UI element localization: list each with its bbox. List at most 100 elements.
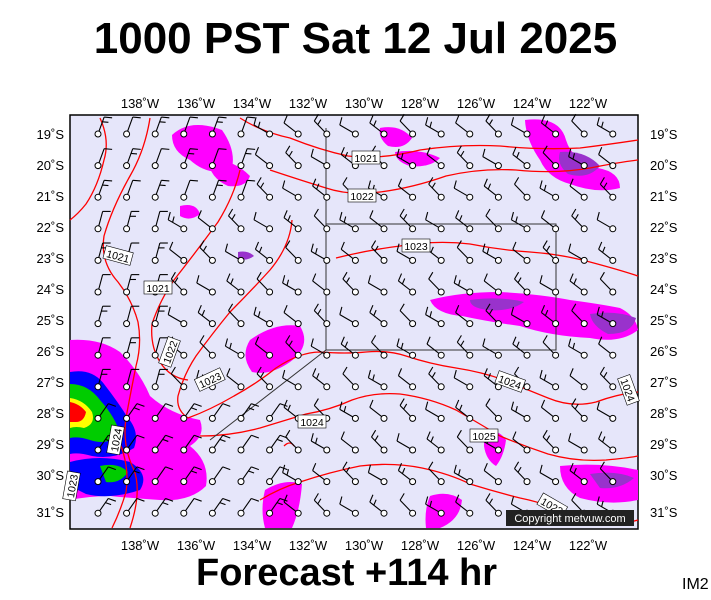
latitude-label: 23˚S (650, 251, 678, 266)
wind-barb (313, 208, 331, 233)
wind-barb (569, 273, 588, 296)
wind-barb (426, 431, 445, 454)
svg-text:1021: 1021 (146, 283, 170, 295)
wind-barb (396, 433, 417, 454)
wind-barb (283, 304, 302, 328)
wind-barb (371, 240, 388, 264)
wind-barb (282, 180, 302, 201)
wind-barb (94, 116, 113, 138)
latitude-label: 22˚S (37, 220, 65, 235)
wind-barb (342, 461, 359, 486)
wind-barb (180, 179, 198, 201)
wind-barb (339, 401, 359, 422)
wind-barb (283, 115, 302, 138)
wind-barb (455, 210, 474, 233)
wind-barb (237, 403, 260, 422)
wind-barb (151, 210, 168, 233)
wind-barb (94, 274, 111, 296)
wind-barb (514, 271, 531, 296)
wind-barb (426, 146, 445, 170)
latitude-label: 31˚S (650, 505, 678, 520)
wind-barb (342, 271, 359, 296)
longitude-label: 124˚W (513, 96, 552, 111)
wind-barb (340, 431, 359, 454)
wind-barb (569, 368, 588, 391)
wind-barb (123, 116, 141, 138)
isobar (177, 219, 293, 419)
latitude-label: 22˚S (650, 220, 678, 235)
wind-barb (456, 335, 474, 359)
wind-barb (568, 433, 588, 454)
wind-barb (510, 117, 531, 138)
isobar-label: 1025 (469, 428, 499, 443)
wind-barb (456, 429, 474, 454)
latitude-label: 19˚S (650, 127, 678, 142)
wind-barb (285, 145, 302, 170)
isobar-label: 1023 (62, 470, 81, 502)
wind-barb (237, 466, 260, 486)
wind-barb (208, 466, 231, 486)
wind-barb (123, 368, 140, 391)
wind-barb (313, 303, 331, 328)
wind-barb (483, 273, 502, 296)
wind-barb (485, 493, 502, 517)
wind-barb (266, 403, 288, 422)
wind-barb (282, 275, 302, 296)
svg-text:1021: 1021 (354, 153, 378, 165)
wind-barb (285, 429, 302, 454)
wind-barb (598, 241, 617, 264)
isobar (199, 392, 639, 462)
wind-barb (399, 208, 417, 233)
wind-barb (396, 243, 417, 264)
svg-text:1021: 1021 (105, 248, 131, 266)
longitude-label: 130˚W (345, 96, 384, 111)
wind-barb (123, 466, 145, 486)
rain-area (470, 298, 524, 311)
isobar-label: 1024 (106, 424, 125, 456)
isobar (102, 117, 151, 529)
wind-barb (339, 306, 359, 328)
wind-barb (571, 113, 588, 138)
wind-barb (568, 338, 588, 359)
latitude-labels-right: 19˚S 20˚S 21˚S 22˚S 23˚S 24˚S 25˚S 26˚S 27˚S 28˚S… (650, 127, 678, 520)
wind-barb (367, 275, 388, 296)
wind-barb (208, 403, 231, 422)
wind-barb (94, 242, 111, 264)
wind-barb (310, 433, 331, 454)
latitude-label: 23˚S (37, 251, 65, 266)
wind-barb (371, 429, 388, 454)
wind-barb (397, 178, 417, 201)
longitude-label: 126˚W (457, 96, 496, 111)
latitude-label: 28˚S (650, 406, 678, 421)
wind-barb (237, 116, 256, 138)
wind-barb (170, 271, 188, 296)
wind-barb (599, 366, 617, 391)
wind-barb (94, 210, 111, 233)
latitude-label: 26˚S (37, 344, 65, 359)
wind-barb (510, 401, 531, 422)
wind-barb (123, 179, 141, 201)
wind-barb (399, 303, 417, 328)
wind-barb (180, 466, 202, 486)
isobar-label: 1022 (347, 188, 377, 203)
wind-barb (94, 497, 117, 517)
isobar-labels: 1021102210231021102110221023102410241025… (62, 150, 640, 519)
latitude-label: 30˚S (37, 468, 65, 483)
wind-barb (369, 210, 388, 233)
latitude-label: 27˚S (650, 375, 678, 390)
isobar-label: 1021 (102, 245, 134, 266)
wind-barb (256, 271, 274, 296)
wind-barb (253, 211, 274, 233)
wind-barb (253, 117, 274, 138)
wind-barb (94, 466, 117, 486)
wind-barb (542, 240, 560, 264)
wind-barb (367, 369, 388, 391)
wind-barb (123, 337, 140, 359)
wind-barb (180, 116, 198, 138)
wind-barb (483, 462, 502, 486)
longitude-labels-top: 138˚W 136˚W 134˚W 132˚W 130˚W 128˚W 126˚W 124˚W… (121, 96, 608, 111)
latitude-label: 27˚S (37, 375, 65, 390)
wind-barb (339, 496, 359, 517)
latitude-label: 24˚S (37, 282, 65, 297)
wind-barb (339, 117, 359, 138)
